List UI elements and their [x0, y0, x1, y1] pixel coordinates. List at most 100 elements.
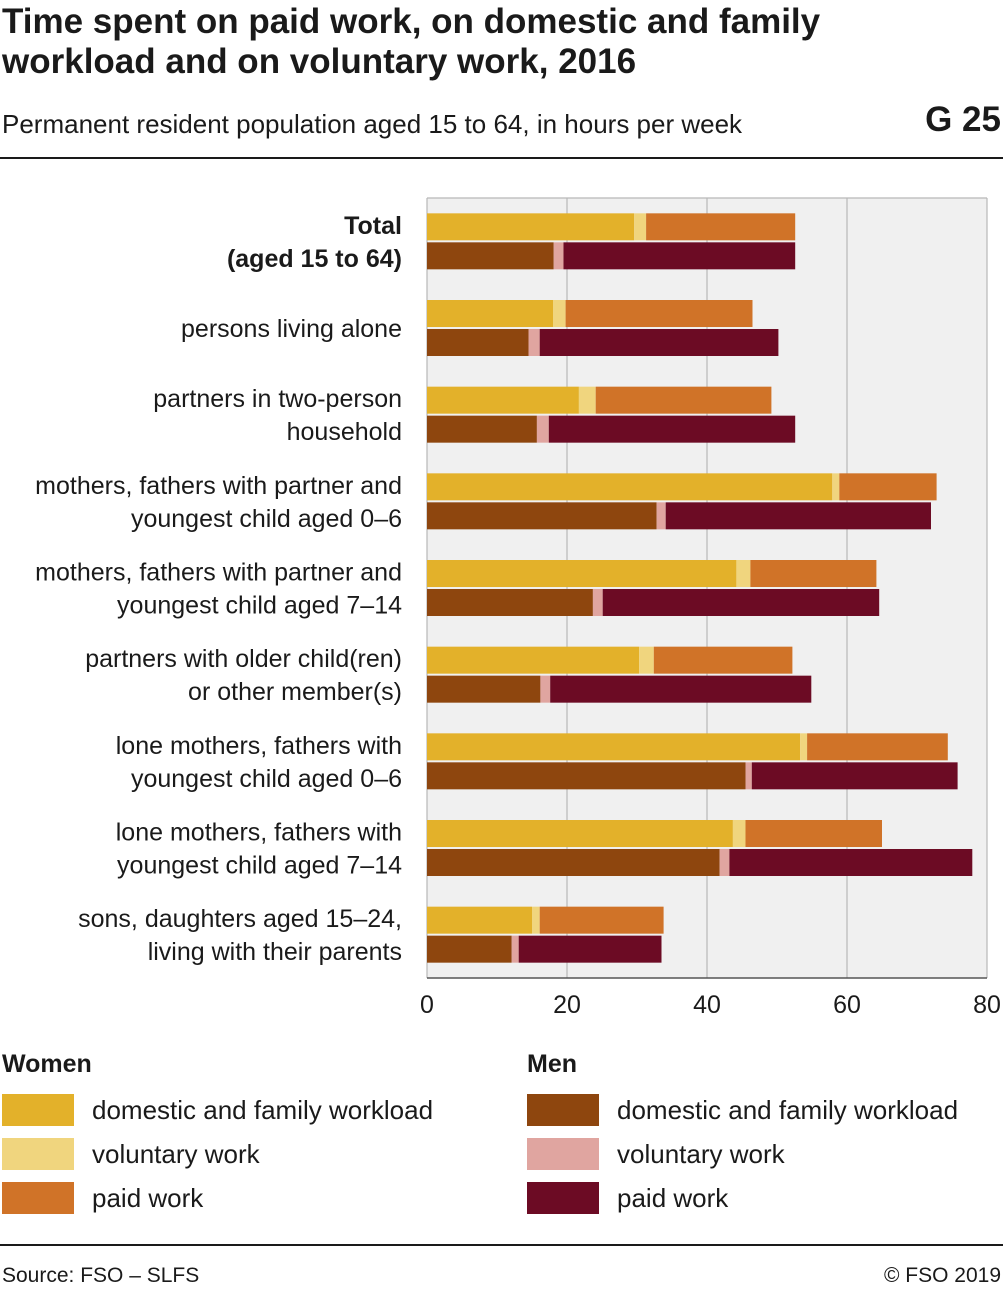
bar-women-paid-4: [750, 560, 877, 587]
category-label-6-line-0: lone mothers, fathers with: [116, 732, 402, 760]
bar-women-paid-0: [646, 213, 796, 241]
stacked-bar-chart: 0 20 40 60 80 Total (aged 15 to 64) persons liv…: [35, 197, 1001, 1019]
x-tick-label-20: 20: [553, 991, 581, 1019]
bar-women-domestic-6: [427, 733, 801, 761]
bar-men-domestic-2: [427, 415, 537, 443]
category-label-2-line-1: household: [287, 418, 402, 446]
bar-women-paid-8: [539, 906, 664, 934]
legend-men-title: Men: [527, 1050, 577, 1078]
bar-men-paid-1: [539, 329, 779, 356]
bar-women-domestic-8: [427, 906, 532, 934]
category-label-3-line-1: youngest child aged 0–6: [131, 505, 402, 533]
bar-men-domestic-0: [427, 242, 554, 270]
legend-swatch-women-paid: [2, 1182, 74, 1214]
bar-women-domestic-3: [427, 473, 833, 501]
category-label-0-line-1: (aged 15 to 64): [227, 245, 402, 273]
bar-women-paid-3: [839, 473, 937, 501]
header-rule: [0, 157, 1003, 159]
category-label-3-line-0: mothers, fathers with partner and: [35, 472, 402, 500]
chart-title: Time spent on paid work, on domestic and…: [2, 2, 821, 81]
legend-item-men-domestic: domestic and family workload: [527, 1088, 1005, 1132]
bar-women-voluntary-6: [800, 733, 808, 761]
bar-men-voluntary-0: [553, 242, 564, 270]
figure-id: G 25: [925, 100, 1001, 139]
bar-women-voluntary-2: [578, 386, 596, 414]
category-label-4-line-0: mothers, fathers with partner and: [35, 559, 402, 587]
footer-rule: [0, 1244, 1003, 1246]
bar-women-domestic-5: [427, 646, 640, 674]
bar-men-paid-2: [548, 415, 796, 443]
legend-label-men-voluntary: voluntary work: [617, 1138, 785, 1169]
legend-label-men-paid: paid work: [617, 1182, 729, 1213]
source-note: Source: FSO – SLFS: [2, 1264, 200, 1287]
legend-swatch-men-domestic: [527, 1094, 599, 1126]
category-label-1-line-0: persons living alone: [181, 315, 402, 343]
bar-women-domestic-1: [427, 300, 553, 327]
legend-men: Men domestic and family workload volunta…: [527, 1048, 1005, 1220]
bar-women-paid-5: [653, 646, 793, 674]
category-label-7-line-1: youngest child aged 7–14: [117, 852, 402, 880]
bar-women-voluntary-0: [634, 213, 647, 241]
legend-swatch-men-voluntary: [527, 1138, 599, 1170]
legend-label-women-voluntary: voluntary work: [92, 1138, 260, 1169]
legend-item-men-voluntary: voluntary work: [527, 1132, 1005, 1176]
legend-swatch-men-paid: [527, 1182, 599, 1214]
bar-men-voluntary-7: [719, 849, 730, 876]
bar-women-domestic-4: [427, 560, 737, 587]
bar-women-voluntary-3: [832, 473, 840, 501]
legend-label-women-paid: paid work: [92, 1182, 204, 1213]
bar-women-domestic-7: [427, 820, 733, 847]
bar-women-paid-2: [595, 386, 772, 414]
bar-men-paid-3: [665, 502, 931, 530]
bar-men-voluntary-6: [745, 762, 752, 790]
bar-men-paid-7: [729, 849, 973, 876]
bar-men-domestic-7: [427, 849, 720, 876]
bar-women-voluntary-4: [736, 560, 751, 587]
bar-women-voluntary-1: [553, 300, 566, 327]
legend-item-women-voluntary: voluntary work: [2, 1132, 482, 1176]
bar-men-domestic-3: [427, 502, 657, 530]
bar-men-paid-4: [602, 589, 880, 616]
bar-women-paid-6: [807, 733, 948, 761]
category-label-7-line-0: lone mothers, fathers with: [116, 819, 402, 847]
legend-swatch-women-voluntary: [2, 1138, 74, 1170]
category-label-8-line-1: living with their parents: [148, 938, 402, 966]
category-label-4-line-1: youngest child aged 7–14: [117, 592, 402, 620]
legend-item-men-paid: paid work: [527, 1176, 1005, 1220]
chart-subtitle: Permanent resident population aged 15 to…: [2, 109, 743, 139]
bar-men-voluntary-2: [536, 415, 549, 443]
bar-women-paid-1: [565, 300, 753, 327]
bar-men-domestic-4: [427, 589, 593, 616]
bar-men-paid-8: [518, 935, 662, 963]
bar-women-voluntary-7: [732, 820, 746, 847]
category-label-5-line-0: partners with older child(ren): [85, 645, 402, 673]
legend-women: Women domestic and family workload volun…: [2, 1048, 482, 1220]
copyright-note: © FSO 2019: [883, 1264, 1001, 1287]
bar-men-paid-5: [550, 675, 812, 703]
bar-men-paid-0: [563, 242, 796, 270]
category-label-8-line-0: sons, daughters aged 15–24,: [78, 905, 402, 933]
bar-men-voluntary-5: [540, 675, 551, 703]
bar-men-voluntary-1: [528, 329, 540, 356]
bar-men-voluntary-4: [592, 589, 603, 616]
bar-women-domestic-0: [427, 213, 635, 241]
bar-women-domestic-2: [427, 386, 579, 414]
legend-label-women-domestic: domestic and family workload: [92, 1094, 434, 1125]
x-tick-label-0: 0: [420, 991, 434, 1019]
bar-men-voluntary-3: [656, 502, 666, 530]
legend-item-women-domestic: domestic and family workload: [2, 1088, 482, 1132]
bar-men-domestic-6: [427, 762, 746, 790]
legend-women-title: Women: [2, 1050, 92, 1078]
bar-men-domestic-1: [427, 329, 529, 356]
category-label-5-line-1: or other member(s): [188, 678, 402, 706]
x-tick-label-40: 40: [693, 991, 721, 1019]
legend-item-women-paid: paid work: [2, 1176, 482, 1220]
bar-women-voluntary-5: [639, 646, 654, 674]
category-label-6-line-1: youngest child aged 0–6: [131, 765, 402, 793]
bar-women-voluntary-8: [532, 906, 540, 934]
category-label-0-line-0: Total: [344, 212, 402, 240]
bar-men-domestic-8: [427, 935, 512, 963]
legend-swatch-women-domestic: [2, 1094, 74, 1126]
legend-label-men-domestic: domestic and family workload: [617, 1094, 959, 1125]
x-tick-label-80: 80: [973, 991, 1001, 1019]
